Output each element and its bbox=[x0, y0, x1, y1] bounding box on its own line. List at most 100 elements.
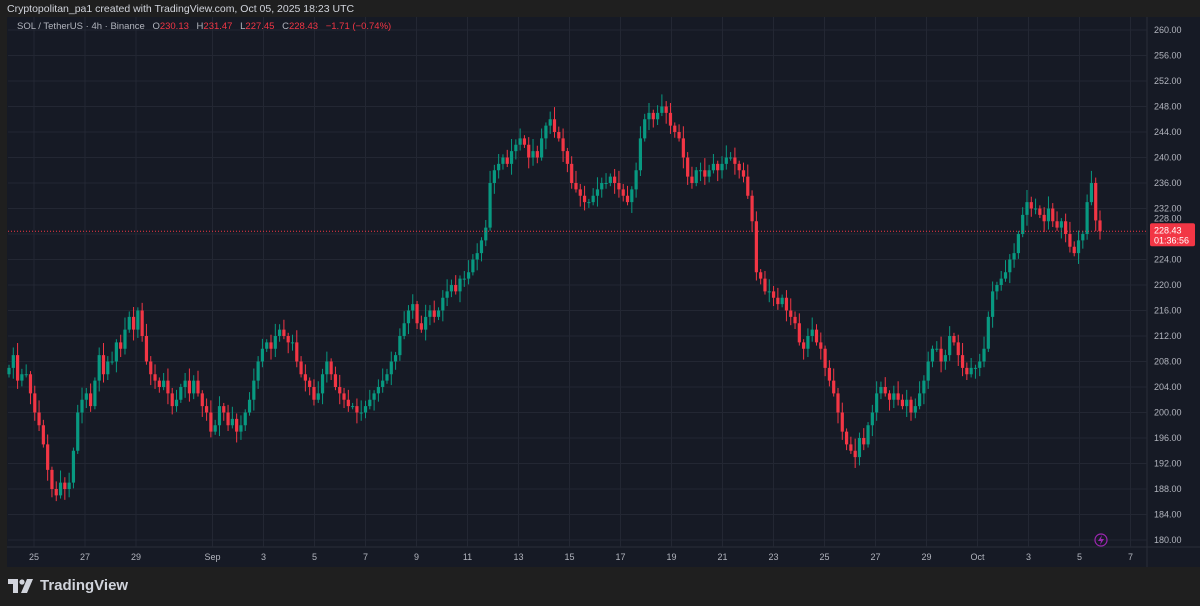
candle-body bbox=[127, 316, 131, 330]
candle-body bbox=[325, 361, 329, 375]
candle-body bbox=[780, 297, 784, 305]
chart-panel[interactable] bbox=[7, 17, 1200, 567]
candle-body bbox=[578, 189, 582, 196]
price-tick-label: 188.00 bbox=[1154, 484, 1182, 494]
candle-body bbox=[1008, 259, 1012, 273]
candle-body bbox=[707, 170, 711, 177]
candle-body bbox=[445, 291, 449, 298]
candle-body bbox=[814, 329, 819, 343]
open-label: O bbox=[152, 21, 160, 32]
candle-body bbox=[136, 310, 140, 330]
candle-body bbox=[89, 393, 93, 407]
candle-body bbox=[376, 387, 380, 394]
candle-body bbox=[303, 374, 307, 381]
candle-body bbox=[222, 406, 226, 413]
candle-body bbox=[1094, 183, 1098, 221]
candle-body bbox=[432, 310, 436, 317]
lightning-icon[interactable] bbox=[1094, 533, 1108, 547]
candle-body bbox=[686, 157, 690, 177]
price-tick-label: 180.00 bbox=[1154, 535, 1182, 545]
candle-body bbox=[952, 336, 956, 343]
candle-body bbox=[1068, 234, 1072, 247]
candle-body bbox=[690, 176, 694, 183]
candle-body bbox=[166, 380, 170, 394]
candle-body bbox=[329, 361, 333, 375]
candle-body bbox=[643, 119, 647, 139]
price-tick-label: 216.00 bbox=[1154, 306, 1182, 316]
candle-body bbox=[149, 361, 153, 375]
price-tick-label: 200.00 bbox=[1154, 408, 1182, 418]
candle-body bbox=[978, 361, 982, 368]
candle-body bbox=[1033, 208, 1038, 210]
candle-body bbox=[905, 399, 909, 407]
candle-body bbox=[840, 412, 844, 432]
candle-body bbox=[110, 361, 114, 363]
candle-body bbox=[660, 106, 664, 113]
candle-body bbox=[80, 399, 84, 413]
candle-body bbox=[677, 132, 681, 139]
candle-body bbox=[703, 170, 707, 177]
brand-name: TradingView bbox=[40, 577, 129, 594]
candle-body bbox=[243, 412, 247, 426]
candle-body bbox=[217, 406, 222, 426]
candle-body bbox=[260, 348, 265, 362]
candle-body bbox=[419, 323, 423, 330]
time-tick-label: 25 bbox=[29, 552, 39, 562]
time-tick-label: 29 bbox=[131, 552, 141, 562]
price-axis[interactable] bbox=[1147, 17, 1200, 567]
candle-body bbox=[694, 170, 698, 183]
candle-body bbox=[200, 393, 204, 407]
candle-body bbox=[935, 348, 939, 350]
candle-body bbox=[497, 163, 501, 171]
candle-body bbox=[540, 138, 544, 158]
candle-body bbox=[1016, 234, 1020, 254]
candle-body bbox=[561, 138, 565, 152]
candle-body bbox=[810, 329, 814, 336]
candle-body bbox=[776, 297, 780, 305]
candle-body bbox=[849, 444, 853, 451]
candle-body bbox=[737, 163, 741, 171]
candle-body bbox=[93, 380, 97, 407]
candle-body bbox=[71, 450, 76, 483]
candle-body bbox=[106, 361, 110, 375]
candle-body bbox=[247, 399, 252, 413]
candle-body bbox=[729, 157, 733, 159]
candle-body bbox=[948, 336, 952, 356]
candle-body bbox=[930, 348, 935, 362]
candle-body bbox=[7, 367, 11, 375]
candle-body bbox=[333, 374, 338, 387]
candle-body bbox=[1042, 214, 1046, 222]
candle-body bbox=[157, 380, 161, 387]
candle-body bbox=[875, 393, 879, 413]
candle-body bbox=[823, 348, 827, 368]
price-tick-label: 248.00 bbox=[1154, 102, 1182, 112]
candle-body bbox=[1081, 234, 1085, 241]
candle-body bbox=[101, 355, 106, 375]
candle-body bbox=[655, 112, 660, 120]
candle-body bbox=[973, 367, 978, 369]
candle-body bbox=[582, 195, 587, 203]
candle-body bbox=[454, 285, 458, 292]
candle-body bbox=[37, 412, 41, 426]
time-tick-label: 5 bbox=[312, 552, 317, 562]
time-tick-label: 25 bbox=[819, 552, 829, 562]
candle-body bbox=[295, 342, 299, 362]
candle-body bbox=[724, 157, 728, 164]
price-tick-label: 224.00 bbox=[1154, 255, 1182, 265]
symbol-title[interactable]: SOL / TetherUS · 4h · Binance bbox=[17, 21, 145, 32]
footer-brand: TradingView bbox=[8, 577, 128, 594]
candle-body bbox=[385, 374, 389, 381]
candle-body bbox=[651, 112, 655, 120]
time-tick-label: 13 bbox=[513, 552, 523, 562]
candle-body bbox=[58, 482, 63, 496]
candle-body bbox=[638, 138, 643, 171]
candle-body bbox=[625, 195, 630, 203]
candle-body bbox=[41, 425, 45, 445]
candle-body bbox=[608, 176, 612, 183]
candle-body bbox=[398, 336, 402, 356]
candle-body bbox=[991, 291, 995, 317]
time-tick-label: 9 bbox=[414, 552, 419, 562]
candle-body bbox=[458, 278, 462, 292]
candle-body bbox=[441, 297, 445, 311]
